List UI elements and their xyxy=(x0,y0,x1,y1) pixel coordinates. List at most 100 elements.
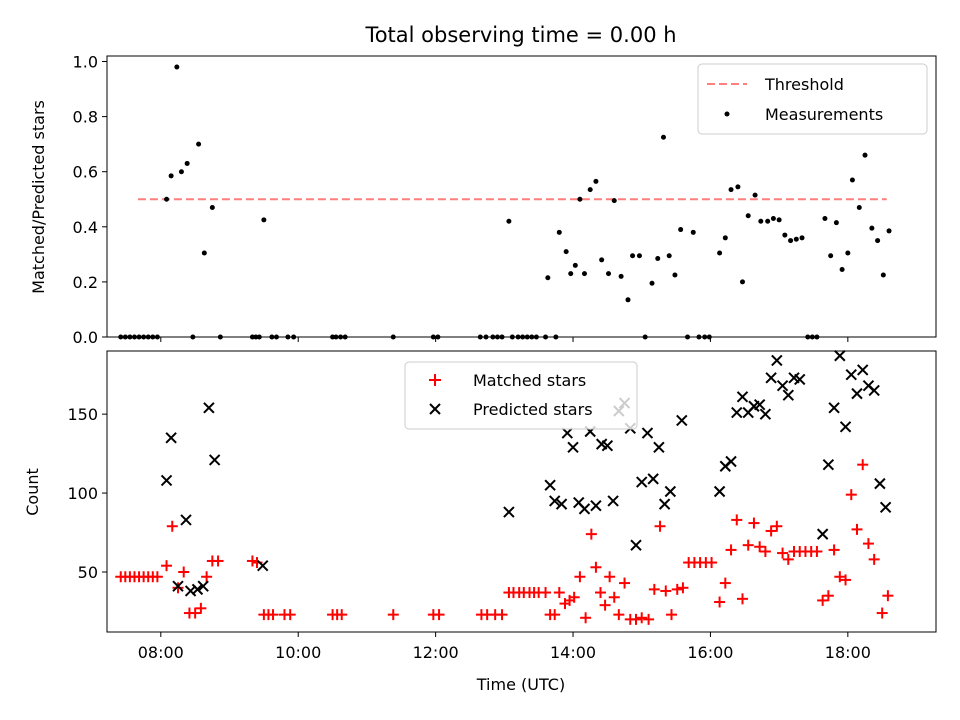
measurement-point xyxy=(209,205,215,211)
measurement-point xyxy=(494,334,500,340)
bottom-legend: Matched stars Predicted stars xyxy=(404,361,638,430)
measurement-point xyxy=(556,229,562,235)
matched-star-point xyxy=(876,607,888,619)
measurement-point xyxy=(520,334,526,340)
measurement-point xyxy=(506,218,512,224)
matched-star-point xyxy=(433,609,445,621)
predicted-star-point xyxy=(548,495,561,507)
measurement-point xyxy=(758,218,764,224)
measurement-point xyxy=(869,225,875,231)
predicted-star-point xyxy=(197,580,209,592)
measurement-point xyxy=(606,271,612,277)
measurement-point xyxy=(430,334,436,340)
matched-star-point xyxy=(172,582,184,594)
threshold-legend-label: Threshold xyxy=(764,75,844,94)
bottom-x-axis: 08:00 10:00 12:00 14:00 16:00 18:00 xyxy=(138,632,871,662)
measurement-point xyxy=(581,271,587,277)
measurement-point xyxy=(839,267,845,273)
predicted-star-point xyxy=(658,498,671,510)
matched-star-point xyxy=(166,520,178,532)
matched-star-point xyxy=(613,609,625,621)
measurement-point xyxy=(145,334,151,340)
measurement-point xyxy=(499,334,505,340)
predicted-star-point xyxy=(879,501,892,513)
predicted-star-point xyxy=(561,427,574,439)
matched-star-point xyxy=(828,544,840,556)
bottom-x-tick-label: 12:00 xyxy=(413,643,459,662)
top-y-tick-label: 1.0 xyxy=(73,53,98,72)
matched-star-point xyxy=(496,609,508,621)
measurement-point xyxy=(845,250,851,256)
measurement-point xyxy=(131,334,137,340)
matched-star-point xyxy=(840,574,852,586)
measurement-point xyxy=(587,187,593,193)
measurement-point xyxy=(330,334,336,340)
bottom-y-tick-label: 100 xyxy=(67,484,98,503)
measurement-point xyxy=(793,236,799,242)
bottom-x-tick-label: 08:00 xyxy=(138,643,184,662)
matched-star-point xyxy=(822,590,834,602)
matched-star-point xyxy=(553,587,565,599)
matched-star-point xyxy=(765,525,777,537)
matched-star-point xyxy=(580,612,592,624)
matched-star-point xyxy=(782,553,794,565)
predicted-star-point xyxy=(555,498,568,510)
predicted-star-point xyxy=(567,441,579,454)
matched-star-point xyxy=(189,607,201,619)
predicted-star-point xyxy=(503,506,515,518)
matched-star-point xyxy=(590,561,602,573)
measurement-point xyxy=(649,280,655,286)
matched-star-point xyxy=(882,590,894,602)
matched-star-point xyxy=(714,596,726,608)
measurement-point xyxy=(739,279,745,285)
predicted-star-point xyxy=(816,528,829,540)
measurement-point xyxy=(127,334,133,340)
measurement-point xyxy=(524,334,530,340)
bottom-y-tick-label: 50 xyxy=(78,563,98,582)
matched-star-point xyxy=(336,609,348,621)
measurement-point xyxy=(273,334,279,340)
measurement-point xyxy=(154,334,160,340)
measurement-point xyxy=(828,253,834,259)
matched-star-point xyxy=(834,571,846,583)
measurement-point xyxy=(261,217,267,223)
measurement-point xyxy=(196,141,202,147)
predicted-star-point xyxy=(794,373,806,386)
matched-star-point xyxy=(748,517,760,529)
predicted-star-point xyxy=(868,384,880,397)
matched-star-point xyxy=(754,541,766,553)
measurement-point xyxy=(201,250,207,256)
predicted-star-point xyxy=(845,368,857,381)
measurement-point xyxy=(599,257,605,263)
matched-star-point xyxy=(619,577,631,589)
predicted-star-point xyxy=(776,380,789,392)
predicted-star-point xyxy=(590,500,602,512)
measurement-point xyxy=(253,334,259,340)
chart-title: Total observing time = 0.00 h xyxy=(364,23,676,47)
bottom-data-marks xyxy=(115,350,894,625)
measurement-point xyxy=(477,334,483,340)
top-y-tick-label: 0.0 xyxy=(73,328,98,347)
measurement-point xyxy=(435,334,441,340)
matched-star-point xyxy=(857,459,869,471)
measurement-point xyxy=(875,238,881,244)
measurement-point xyxy=(625,297,631,303)
matched-star-point xyxy=(178,566,190,578)
measurement-point xyxy=(249,334,255,340)
predicted-star-point xyxy=(203,402,215,414)
matched-star-point xyxy=(671,583,683,595)
measurements-legend-swatch xyxy=(724,111,730,117)
predicted-star-point xyxy=(664,485,677,498)
matched-star-point xyxy=(851,523,863,535)
measurement-point xyxy=(577,196,583,202)
matched-star-point xyxy=(862,538,874,550)
predicted-star-point xyxy=(180,514,192,526)
matched-star-point xyxy=(195,602,207,614)
measurement-point xyxy=(788,238,794,244)
measurement-point xyxy=(333,334,339,340)
measurement-point xyxy=(805,334,811,340)
matched-star-point xyxy=(595,587,607,599)
measurement-point xyxy=(856,205,862,211)
predicted-star-point xyxy=(653,441,665,454)
matched-star-point xyxy=(654,520,666,532)
